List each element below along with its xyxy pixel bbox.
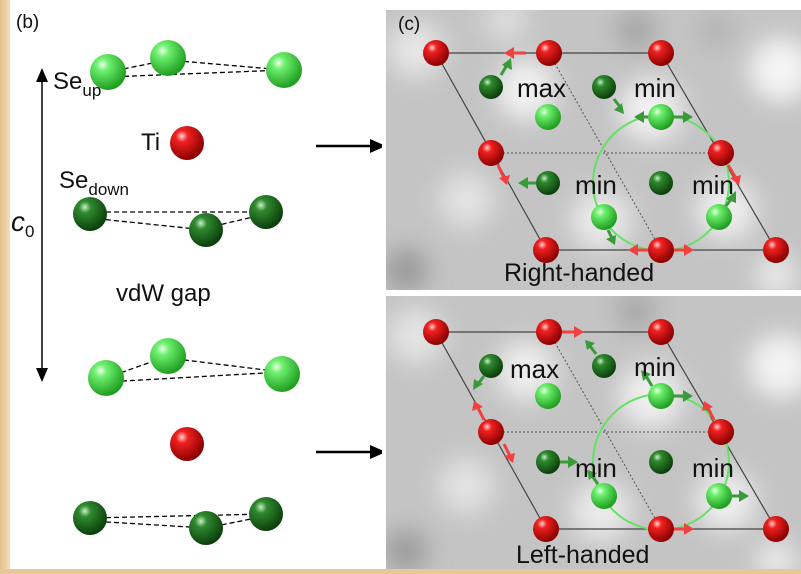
se-down-atom [249, 195, 283, 229]
unit-cell-midline [548, 52, 662, 251]
panel-b-label: (b) [16, 12, 40, 33]
se-down-atom [249, 497, 283, 531]
panel-c-label: (c) [398, 14, 421, 35]
ti-atom [170, 126, 204, 160]
se-up-atoms [535, 104, 732, 230]
panel-c-left-handed: max min min min Left-handed [386, 296, 801, 569]
se-down-atom [73, 501, 107, 535]
se-down-layer-2 [73, 497, 283, 545]
min-label: min [692, 453, 734, 483]
map-arrowhead-top [370, 139, 386, 153]
se-down-atoms [479, 354, 673, 474]
c0-label: c0 [11, 206, 35, 241]
se-up-atom [150, 40, 186, 76]
se-up-layer [90, 40, 302, 90]
se-up-atom [264, 356, 300, 392]
side-view-structure [36, 40, 386, 545]
stm-map-right-handed [386, 10, 801, 290]
max-label: max [517, 73, 567, 103]
se-down-layer [73, 195, 283, 247]
ti-label: Ti [141, 129, 161, 156]
vdw-gap-label: vdW gap [116, 280, 211, 307]
se-up-atom [90, 54, 126, 90]
se-down-atoms [479, 75, 673, 195]
stm-map-left-handed [386, 296, 801, 569]
ti-atom [170, 427, 204, 461]
c0-arrowhead-bottom [36, 368, 48, 382]
se-down-atom [189, 213, 223, 247]
ti-displacement-arrows [472, 326, 716, 535]
unit-cell-midline [548, 331, 662, 530]
map-arrowhead-bottom [370, 445, 386, 459]
se-down-label: Sedown [59, 167, 129, 199]
se-down-atom [73, 197, 107, 231]
panel-c-right-handed: (c) max min min min Right-handed [386, 10, 801, 290]
ti-atoms [423, 40, 789, 263]
max-label: max [510, 354, 560, 384]
se-up-atoms [535, 383, 732, 509]
min-label: min [575, 170, 617, 200]
se-up-atom [266, 52, 302, 88]
panel-b: (b) Seup Ti Sedown c0 vdW gap [10, 0, 386, 569]
se-up-layer-2 [88, 338, 300, 396]
ti-atoms [423, 319, 789, 542]
se-up-atom [88, 360, 124, 396]
min-label: min [575, 453, 617, 483]
min-label: min [634, 73, 676, 103]
se-up-atom [150, 338, 186, 374]
left-handed-caption: Left-handed [516, 541, 650, 569]
se-displacement-arrows [499, 58, 736, 245]
right-handed-caption: Right-handed [504, 259, 655, 287]
min-label: min [634, 352, 676, 382]
se-displacement-arrows [473, 340, 749, 502]
c0-arrowhead-top [36, 68, 48, 82]
ti-displacement-arrows [496, 47, 741, 256]
min-label: min [692, 170, 734, 200]
se-down-atom [189, 511, 223, 545]
se-up-label: Seup [53, 68, 102, 100]
